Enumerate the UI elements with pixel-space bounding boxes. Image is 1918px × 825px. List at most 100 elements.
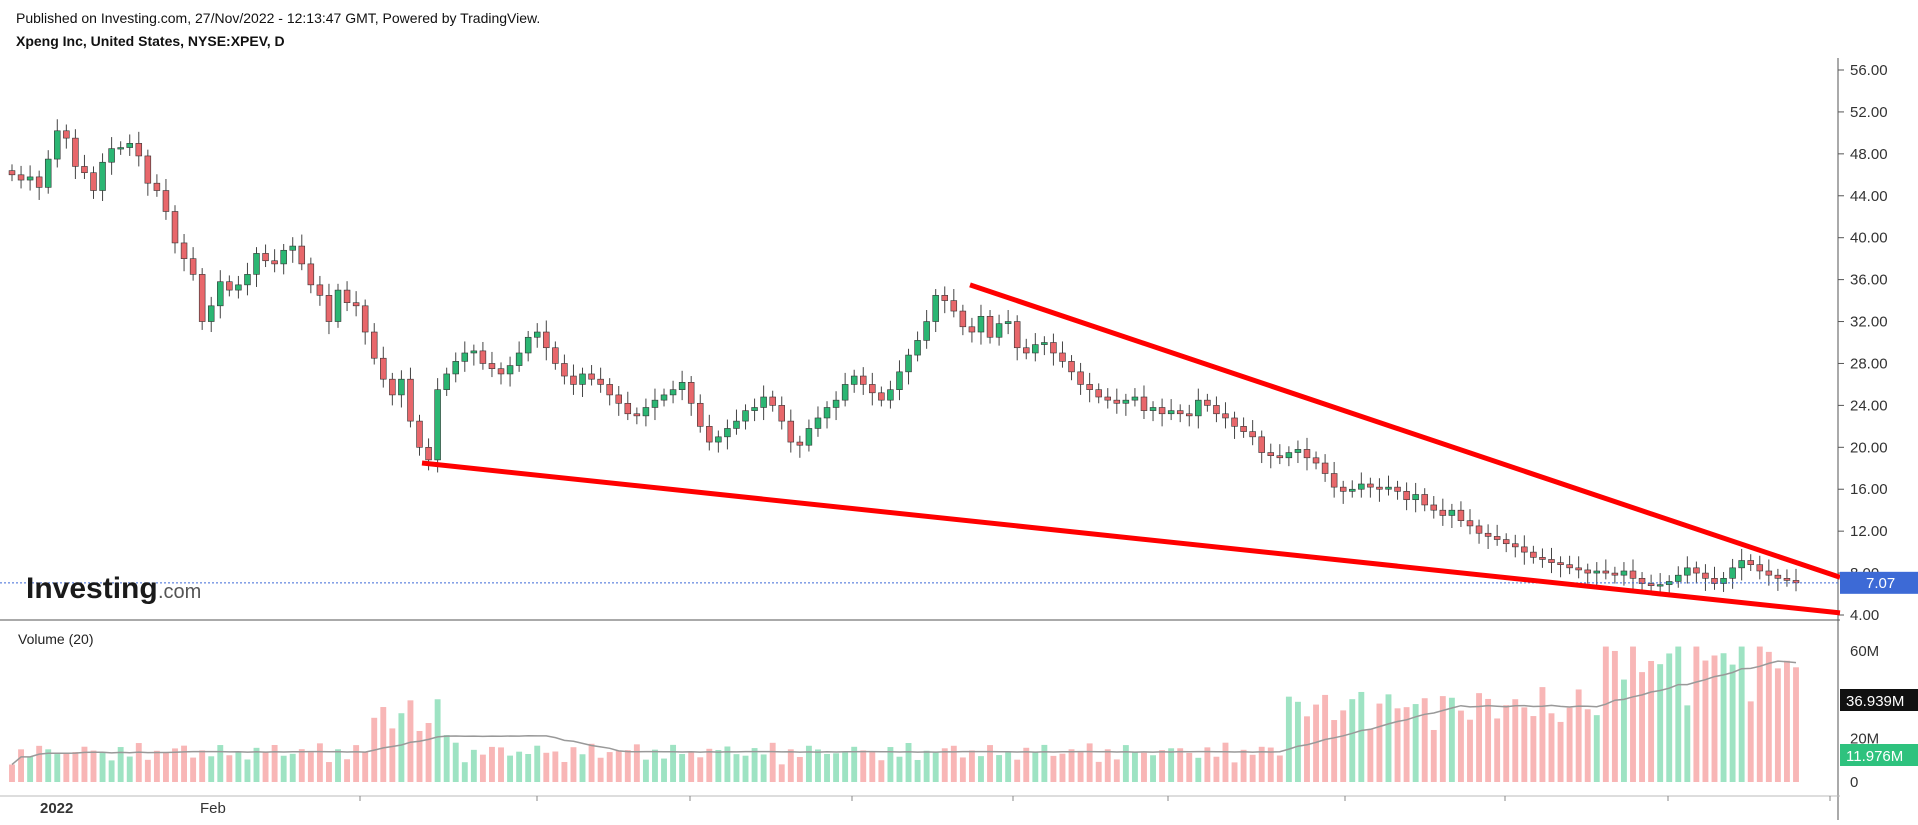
last-price-tag: 7.07 <box>1840 571 1918 594</box>
candle-down <box>1403 491 1410 501</box>
candle-down <box>1312 457 1320 464</box>
volume-bar <box>27 756 34 782</box>
volume-bar <box>126 756 133 782</box>
candle-down <box>769 396 776 406</box>
volume-bar <box>1575 689 1582 782</box>
candle-down <box>1376 486 1383 490</box>
candle-up <box>1720 578 1727 584</box>
candle-down <box>343 289 351 303</box>
volume-bar <box>380 707 387 782</box>
candle-up <box>841 384 849 401</box>
volume-bar <box>1657 664 1664 782</box>
volume-bar <box>1675 646 1682 782</box>
volume-bar <box>1131 751 1138 782</box>
candle-up <box>905 354 912 373</box>
candle-up <box>579 373 586 385</box>
volume-bar <box>525 753 532 782</box>
volume-bar <box>1784 660 1790 782</box>
volume-tick-label: 60M <box>1850 643 1879 660</box>
volume-bar <box>1322 694 1329 782</box>
candle-down <box>316 284 324 296</box>
volume-bar <box>1113 759 1120 782</box>
candle-down <box>1530 551 1537 558</box>
candle-up <box>932 295 939 322</box>
volume-bar <box>887 747 894 782</box>
candle-down <box>8 170 16 176</box>
volume-bar <box>1059 753 1066 782</box>
candle-up <box>1167 410 1175 415</box>
volume-tick-label: 0 <box>1850 774 1858 791</box>
candle-up <box>126 143 133 148</box>
volume-bar <box>751 748 758 782</box>
candle-up <box>678 382 686 390</box>
volume-bar <box>1150 755 1156 782</box>
candle-up <box>823 407 831 419</box>
candle-up <box>524 336 532 354</box>
volume-bars <box>9 646 1799 782</box>
volume-bar <box>280 755 287 782</box>
candle-down <box>1013 321 1021 349</box>
volume-bar <box>54 754 61 782</box>
candle-down <box>1086 384 1093 390</box>
volume-bar <box>1684 705 1691 782</box>
volume-bar <box>1412 704 1419 782</box>
volume-bar <box>63 753 70 782</box>
volume-bar <box>923 750 930 782</box>
volume-bar <box>1666 653 1673 782</box>
candle-down <box>1765 570 1773 576</box>
candle-down <box>1756 564 1764 572</box>
volume-bar <box>398 713 405 782</box>
candle-up <box>977 315 985 333</box>
volume-bar <box>1557 721 1564 782</box>
volume-bar <box>1231 762 1238 782</box>
volume-bar <box>769 742 776 782</box>
volume-bar <box>199 750 206 782</box>
candle-up <box>533 331 541 338</box>
volume-bar <box>217 745 224 782</box>
volume-ma-line <box>11 660 1797 766</box>
candle-down <box>1240 426 1247 432</box>
upper-trendline[interactable] <box>969 282 1841 580</box>
volume-bar <box>307 752 314 782</box>
candle-down <box>1711 578 1718 584</box>
volume-bar <box>1593 715 1600 782</box>
volume-bar <box>670 744 677 782</box>
candle-down <box>1158 407 1166 415</box>
candle-down <box>787 420 795 443</box>
volume-bar <box>1104 749 1111 782</box>
last-price-label: 7.07 <box>1866 575 1895 592</box>
volume-bar <box>905 743 912 782</box>
volume-bar <box>633 744 640 782</box>
candle-down <box>1303 449 1311 459</box>
volume-bar <box>72 752 79 782</box>
candle-down <box>796 441 804 446</box>
volume-bar <box>1648 660 1655 782</box>
volume-bar <box>407 700 414 782</box>
candle-down <box>180 242 188 259</box>
candle-down <box>1747 560 1754 565</box>
volume-bar <box>851 746 858 782</box>
candle-down <box>1095 389 1102 398</box>
candle-down <box>1104 396 1111 401</box>
volume-bar <box>760 754 767 782</box>
volume-bar <box>833 753 840 782</box>
volume-bar <box>108 760 115 782</box>
candle-up <box>1294 449 1302 453</box>
volume-bar <box>1693 646 1700 782</box>
candle-down <box>860 375 867 385</box>
volume-bar <box>1077 752 1084 782</box>
price-pane: 56.00 52.00 48.00 44.00 40.00 36.00 32.00 28.00… <box>0 58 1918 820</box>
volume-bar <box>226 755 233 782</box>
lower-trendline[interactable] <box>421 460 1841 616</box>
volume-bar <box>778 764 785 782</box>
candle-up <box>923 321 930 341</box>
volume-bar <box>1340 710 1347 782</box>
volume-bar <box>271 745 278 782</box>
volume-bar <box>1258 746 1265 782</box>
candle-down <box>298 245 306 265</box>
candle-down <box>189 258 197 275</box>
volume-bar <box>244 759 251 782</box>
candle-up <box>651 399 659 408</box>
volume-bar <box>597 757 604 782</box>
